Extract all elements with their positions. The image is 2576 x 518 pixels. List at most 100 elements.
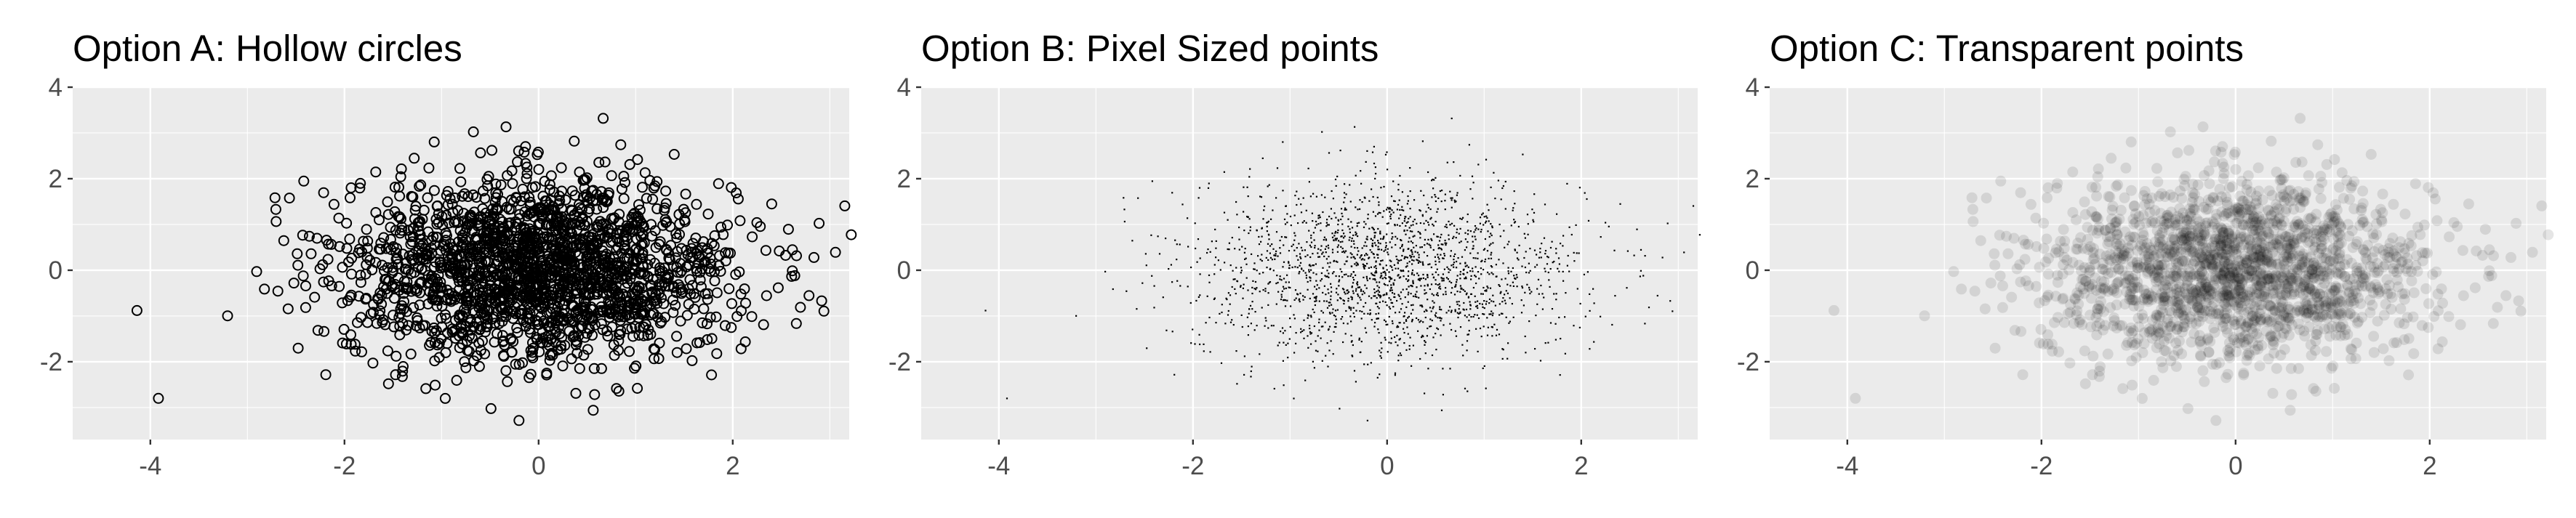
- data-point: [1528, 223, 1529, 224]
- data-point: [1509, 285, 1511, 286]
- data-point: [2231, 164, 2242, 175]
- data-point: [1395, 244, 1396, 246]
- data-point: [1309, 245, 1311, 246]
- data-point: [1309, 277, 1310, 278]
- data-point: [1211, 240, 1213, 242]
- data-point: [1485, 291, 1487, 292]
- data-point: [1627, 251, 1629, 252]
- data-point: [1317, 351, 1318, 352]
- data-point: [1370, 249, 1371, 251]
- data-point: [1485, 216, 1487, 217]
- data-point: [1386, 233, 1387, 235]
- data-point: [1195, 248, 1196, 249]
- data-point: [1542, 309, 1544, 310]
- data-point: [1420, 190, 1421, 192]
- data-point: [1271, 243, 1272, 245]
- data-point: [1642, 275, 1644, 276]
- data-point: [1382, 216, 1384, 218]
- data-point: [1475, 227, 1477, 229]
- data-point: [1405, 216, 1406, 217]
- data-point: [1321, 131, 1323, 133]
- data-point: [1283, 286, 1284, 288]
- data-point: [1337, 230, 1339, 231]
- data-point: [1378, 312, 1379, 314]
- data-point: [1431, 240, 1432, 241]
- data-point: [1325, 251, 1327, 253]
- data-point: [1294, 317, 1296, 319]
- data-point: [1405, 234, 1406, 235]
- data-point: [1513, 317, 1514, 318]
- data-point: [1400, 308, 1402, 309]
- data-point: [1386, 324, 1387, 325]
- data-point: [1315, 221, 1317, 222]
- chart-title: Option C: Transparent points: [1770, 28, 2244, 69]
- data-point: [1397, 262, 1399, 264]
- data-point: [1337, 224, 1339, 225]
- data-point: [1268, 238, 1269, 240]
- data-point: [1400, 247, 1401, 248]
- data-point: [1336, 261, 1337, 262]
- data-point: [1435, 261, 1436, 262]
- data-point: [1501, 301, 1503, 302]
- data-point: [1281, 236, 1283, 238]
- data-point: [1474, 236, 1476, 238]
- data-point: [1349, 232, 1351, 233]
- data-point: [1280, 331, 1281, 332]
- data-point: [1299, 272, 1300, 274]
- data-point: [1484, 290, 1485, 291]
- data-point: [1514, 250, 1516, 251]
- data-point: [1306, 210, 1307, 211]
- data-point: [1328, 245, 1329, 246]
- data-point: [1390, 214, 1392, 215]
- data-point: [1267, 185, 1269, 187]
- data-point: [1433, 306, 1435, 307]
- data-point: [1437, 209, 1439, 210]
- data-point: [1378, 204, 1379, 206]
- data-point: [1310, 316, 1312, 317]
- data-point: [1464, 249, 1466, 251]
- data-point: [1203, 350, 1205, 352]
- data-point: [1274, 259, 1275, 260]
- data-point: [1268, 234, 1269, 235]
- data-point: [1387, 248, 1389, 250]
- data-point: [1363, 267, 1365, 268]
- data-point: [2314, 184, 2324, 195]
- data-point: [1436, 328, 1437, 329]
- data-point: [1558, 257, 1560, 259]
- data-point: [1517, 286, 1518, 287]
- data-point: [1427, 255, 1428, 256]
- data-point: [1414, 219, 1416, 220]
- data-point: [1286, 213, 1288, 214]
- data-point: [1272, 259, 1273, 260]
- data-point: [1423, 278, 1424, 279]
- data-point: [1461, 256, 1463, 258]
- data-point: [1355, 381, 1357, 382]
- data-point: [1447, 162, 1448, 163]
- data-point: [1389, 241, 1391, 243]
- data-point: [1299, 253, 1301, 254]
- data-point: [1379, 302, 1381, 303]
- data-point: [1452, 238, 1453, 239]
- data-point: [1536, 264, 1538, 266]
- data-point: [1174, 240, 1176, 241]
- data-point: [1264, 291, 1266, 292]
- data-point: [1394, 280, 1395, 281]
- data-point: [1546, 263, 1548, 264]
- data-point: [1371, 362, 1372, 363]
- data-point: [1355, 290, 1357, 291]
- data-point: [1280, 240, 1281, 241]
- data-point: [2407, 275, 2417, 286]
- data-point: [1394, 296, 1395, 298]
- data-point: [1235, 201, 1237, 203]
- data-point: [1335, 323, 1336, 324]
- data-point: [1386, 264, 1387, 266]
- data-point: [1151, 275, 1152, 277]
- data-point: [1392, 236, 1393, 238]
- data-point: [1522, 287, 1523, 288]
- data-point: [1482, 213, 1484, 214]
- data-point: [1267, 250, 1268, 251]
- data-point: [1391, 267, 1392, 268]
- data-point: [1367, 239, 1368, 240]
- data-point: [1267, 327, 1269, 328]
- data-point: [1483, 314, 1485, 315]
